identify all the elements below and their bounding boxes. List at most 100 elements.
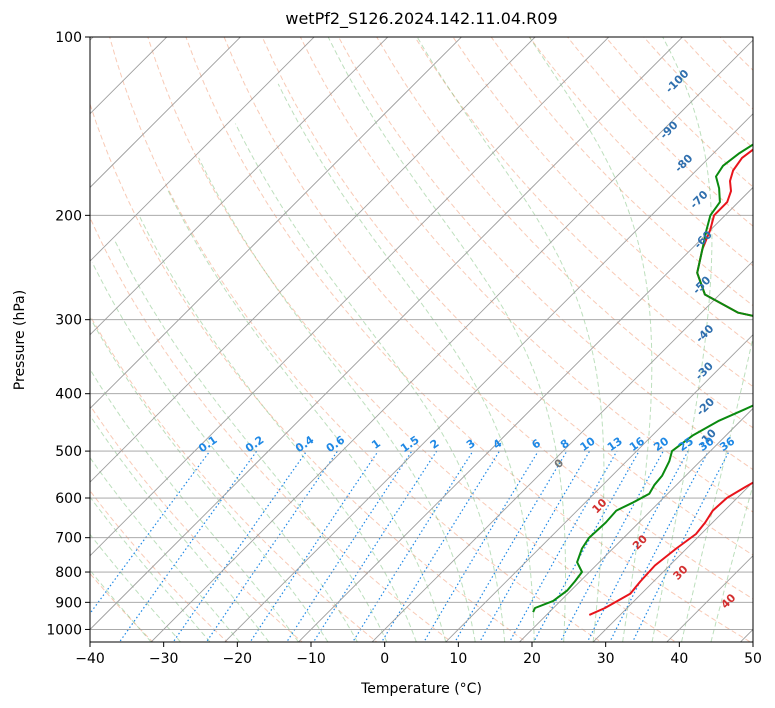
dry-adiabat-label: -80 <box>672 151 695 174</box>
isotherm-line <box>371 260 753 642</box>
dry-adiabat-line <box>90 489 229 642</box>
x-tick-label: −20 <box>223 651 253 667</box>
chart-title: wetPf2_S126.2024.142.11.04.R09 <box>285 9 558 28</box>
x-tick-label: 50 <box>744 651 762 667</box>
x-axis-label: Temperature (°C) <box>360 681 482 697</box>
dry-adiabat-line <box>452 37 753 347</box>
dry-adiabat-line <box>90 102 528 642</box>
dry-adiabat-label: -20 <box>694 395 717 418</box>
dry-adiabat-line <box>90 404 303 642</box>
isotherm-line <box>90 37 463 410</box>
mixing-ratio-line <box>249 450 379 642</box>
moist-adiabat-label: 40 <box>718 591 738 611</box>
mixing-ratio-line <box>380 450 501 642</box>
dry-adiabat-line <box>338 37 753 471</box>
isotherm-line <box>90 37 536 483</box>
moist-adiabat-label: 20 <box>630 532 650 552</box>
moist-adiabat-line <box>90 316 329 642</box>
isotherm-line <box>90 37 242 189</box>
dry-adiabat-line <box>90 216 453 642</box>
mixing-ratio-label: 0.4 <box>293 433 317 455</box>
mixing-ratio-label: 2 <box>428 437 442 452</box>
x-tick-label: −10 <box>296 651 326 667</box>
isotherm-line <box>518 407 753 642</box>
y-tick-label: 500 <box>55 444 82 460</box>
dry-adiabat-label: -90 <box>657 118 680 141</box>
isotherm-line <box>90 37 684 631</box>
moist-adiabat-label: 0 <box>552 456 567 471</box>
x-tick-label: 10 <box>449 651 467 667</box>
moist-adiabat-line <box>710 483 753 642</box>
dry-adiabat-label: -100 <box>663 67 692 96</box>
isotherm-line <box>150 39 753 642</box>
plot-frame <box>89 36 754 643</box>
isotherm-line <box>592 481 753 642</box>
dry-adiabat-line <box>566 37 753 227</box>
moist-adiabat-line <box>166 187 447 642</box>
x-tick-label: −30 <box>149 651 179 667</box>
dry-adiabat-line <box>769 10 775 654</box>
moist-adiabat-line <box>90 496 211 642</box>
moist-adiabat-line <box>90 368 299 642</box>
y-tick-label: 400 <box>55 387 82 403</box>
moist-adiabat-line <box>234 123 506 642</box>
mixing-ratio-line <box>423 450 539 642</box>
dry-adiabat-line <box>223 37 753 600</box>
x-tick-label: 20 <box>523 651 541 667</box>
dry-adiabat-line <box>414 37 753 388</box>
moist-adiabat-line <box>113 239 388 642</box>
isotherm-line <box>90 37 389 336</box>
dry-adiabat-line <box>109 37 602 642</box>
moist-adiabat-label: 30 <box>671 562 691 582</box>
dry-adiabat-line <box>185 37 752 642</box>
isotherm-line <box>445 334 753 642</box>
y-tick-label: 800 <box>55 565 82 581</box>
moist-adiabat-line <box>528 37 653 642</box>
dry-adiabat-line <box>732 10 775 654</box>
y-tick-label: 700 <box>55 531 82 547</box>
moist-adiabat-line <box>138 215 417 642</box>
isopleth-labels: -100-90-80-70-60-50-40-30-20-100.1 0.2 0.4… <box>196 67 738 611</box>
dry-adiabat-label: -70 <box>687 188 710 211</box>
y-tick-label: 1000 <box>46 622 82 638</box>
grid-lines <box>90 37 753 642</box>
isotherm-line <box>90 37 168 115</box>
x-tick-label: 0 <box>380 651 389 667</box>
dry-adiabat-line <box>376 37 753 429</box>
y-tick-label: 600 <box>55 491 82 507</box>
y-tick-label: 100 <box>55 30 82 46</box>
moist-adiabat-line <box>651 37 713 642</box>
profile-series <box>532 143 753 616</box>
dry-adiabat-line <box>90 572 154 642</box>
dry-adiabat-label: -60 <box>692 228 715 251</box>
mixing-ratio-label: 1.5 <box>398 433 421 455</box>
dry-adiabat-line <box>90 314 378 642</box>
moist-adiabat-line <box>681 335 753 642</box>
y-tick-label: 200 <box>55 208 82 224</box>
moist-adiabat-line <box>416 37 605 642</box>
isotherm-line <box>224 113 753 642</box>
isotherm-line <box>90 37 610 557</box>
isotherm-line <box>90 37 315 262</box>
y-tick-label: 300 <box>55 313 82 329</box>
dry-adiabat-line <box>261 37 753 556</box>
mixing-ratio-label: 1 <box>369 437 383 452</box>
mixing-ratio-label: 0.6 <box>324 433 348 455</box>
dry-adiabat-label: -40 <box>693 322 716 345</box>
mixing-ratio-line <box>172 450 308 642</box>
moist-adiabat-line <box>198 157 476 642</box>
moist-adiabat-label: 10 <box>590 496 610 516</box>
y-tick-label: 900 <box>55 595 82 611</box>
x-tick-label: 30 <box>597 651 615 667</box>
mixing-ratio-label: 0.2 <box>243 433 266 455</box>
mixing-ratio-line <box>285 450 413 642</box>
mixing-ratio-line <box>631 450 730 642</box>
axis-ticks: −40 −30 −20 −10 0 10 20 30 40 5010020030040050060… <box>46 30 762 667</box>
x-tick-label: 40 <box>670 651 688 667</box>
mixing-ratio-line <box>454 450 568 642</box>
mixing-ratio-line <box>312 450 438 642</box>
y-axis-label: Pressure (hPa) <box>12 290 28 390</box>
temperature-profile-line <box>588 148 753 616</box>
mixing-ratio-label: 6 <box>529 436 543 451</box>
